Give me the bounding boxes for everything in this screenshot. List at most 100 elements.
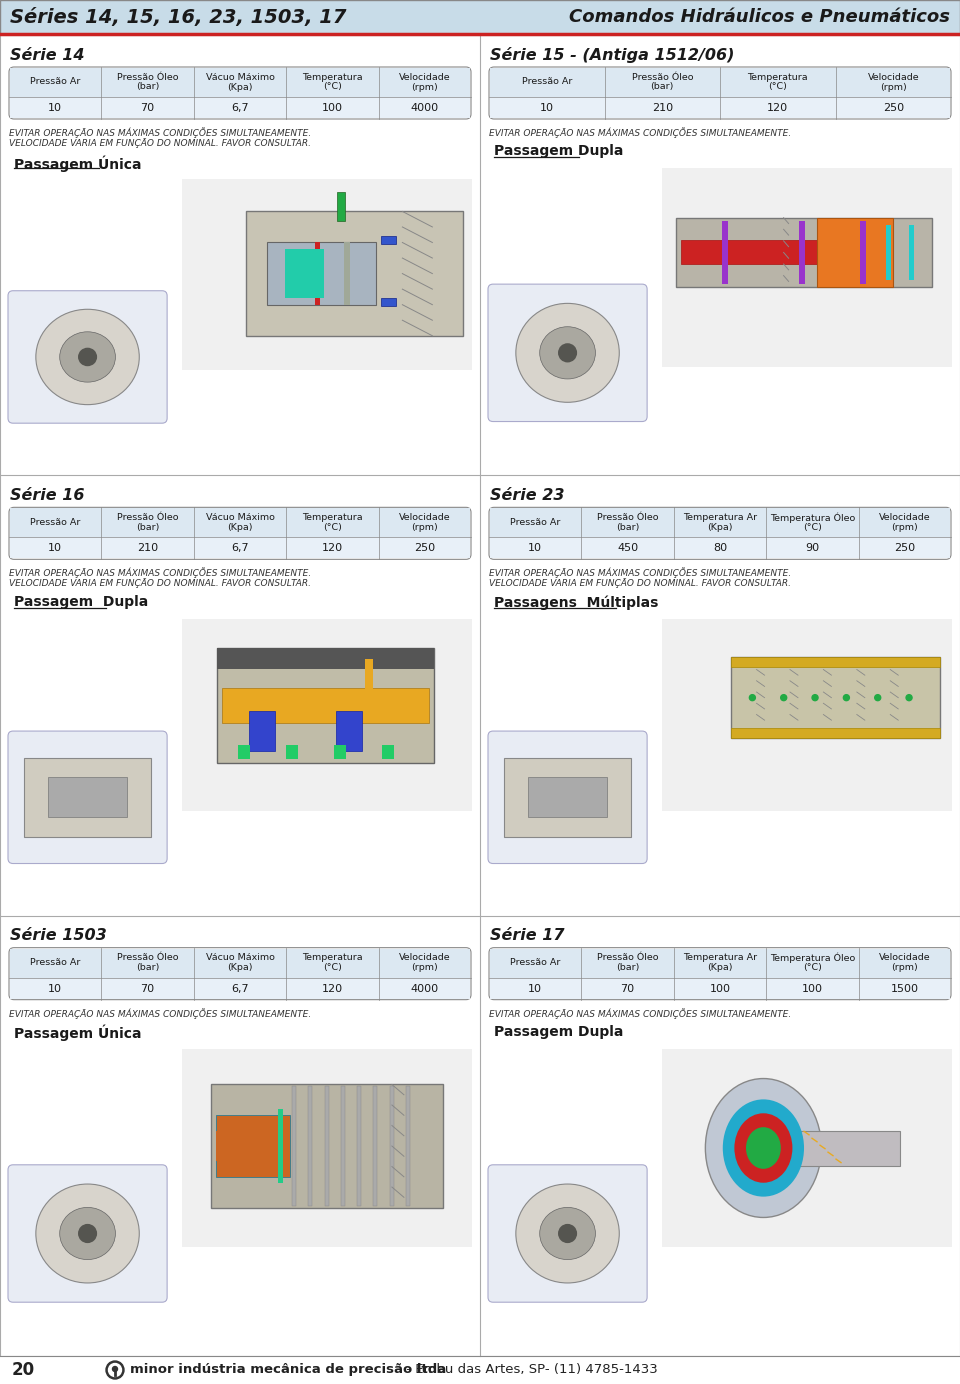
Bar xyxy=(490,97,950,118)
Bar xyxy=(217,648,434,763)
Text: Série 1503: Série 1503 xyxy=(10,929,107,943)
FancyBboxPatch shape xyxy=(9,508,471,559)
Bar xyxy=(181,619,472,811)
Ellipse shape xyxy=(723,1099,804,1197)
Text: minor indústria mecânica de precisão ltda: minor indústria mecânica de precisão ltd… xyxy=(130,1363,446,1377)
Text: - Embu das Artes, SP- (11) 4785-1433: - Embu das Artes, SP- (11) 4785-1433 xyxy=(402,1363,658,1377)
Text: Pressão Ar: Pressão Ar xyxy=(30,78,81,86)
Text: (Kpa): (Kpa) xyxy=(228,963,252,972)
Text: 10: 10 xyxy=(528,544,542,554)
Ellipse shape xyxy=(516,1185,619,1283)
Ellipse shape xyxy=(36,309,139,404)
FancyBboxPatch shape xyxy=(8,291,167,424)
Text: 70: 70 xyxy=(620,984,635,994)
Bar xyxy=(490,68,950,97)
Text: (bar): (bar) xyxy=(651,83,674,91)
Bar xyxy=(909,224,914,280)
Bar xyxy=(268,242,376,304)
FancyBboxPatch shape xyxy=(8,731,167,864)
Text: Velocidade: Velocidade xyxy=(879,513,930,522)
Bar xyxy=(10,68,470,97)
Bar xyxy=(817,217,894,288)
Text: Pressão Óleo: Pressão Óleo xyxy=(117,513,179,522)
Bar xyxy=(286,746,299,760)
Text: Série 23: Série 23 xyxy=(490,487,564,502)
Text: 250: 250 xyxy=(882,102,903,113)
Bar xyxy=(365,659,372,693)
Text: Séries 14, 15, 16, 23, 1503, 17: Séries 14, 15, 16, 23, 1503, 17 xyxy=(10,7,347,26)
Text: 4000: 4000 xyxy=(411,102,439,113)
Text: (rpm): (rpm) xyxy=(880,83,906,91)
Text: 10: 10 xyxy=(48,544,62,554)
Circle shape xyxy=(875,695,880,700)
Bar xyxy=(344,242,349,304)
Bar xyxy=(24,757,152,837)
Text: (rpm): (rpm) xyxy=(412,963,438,972)
Bar xyxy=(380,299,396,306)
Text: Passagens  Múltiplas: Passagens Múltiplas xyxy=(494,595,659,610)
Bar xyxy=(798,1131,900,1167)
Text: EVITAR OPERAÇÃO NAS MÁXIMAS CONDIÇÕES SIMULTANEAMENTE.: EVITAR OPERAÇÃO NAS MÁXIMAS CONDIÇÕES SI… xyxy=(9,567,311,579)
Circle shape xyxy=(106,1360,124,1378)
Text: Temperatura: Temperatura xyxy=(302,513,363,522)
Text: Pressão Ar: Pressão Ar xyxy=(30,958,81,967)
Bar xyxy=(486,919,954,1352)
Bar xyxy=(308,1086,312,1205)
Text: EVITAR OPERAÇÃO NAS MÁXIMAS CONDIÇÕES SIMULTANEAMENTE.: EVITAR OPERAÇÃO NAS MÁXIMAS CONDIÇÕES SI… xyxy=(9,1008,311,1019)
Text: EVITAR OPERAÇÃO NAS MÁXIMAS CONDIÇÕES SIMULTANEAMENTE.: EVITAR OPERAÇÃO NAS MÁXIMAS CONDIÇÕES SI… xyxy=(489,1008,791,1019)
Text: Passagem Dupla: Passagem Dupla xyxy=(494,144,623,158)
Bar xyxy=(337,192,345,221)
Text: 20: 20 xyxy=(12,1360,36,1378)
Bar xyxy=(6,479,474,912)
Text: 90: 90 xyxy=(805,544,820,554)
Circle shape xyxy=(112,1366,117,1372)
Bar xyxy=(250,711,276,752)
Ellipse shape xyxy=(706,1078,822,1218)
Text: (bar): (bar) xyxy=(616,523,639,531)
Bar xyxy=(341,1086,345,1205)
Text: Comandos Hidráulicos e Pneumáticos: Comandos Hidráulicos e Pneumáticos xyxy=(569,8,950,26)
Text: Pressão Óleo: Pressão Óleo xyxy=(117,72,179,82)
Text: VELOCIDADE VARIA EM FUNÇÃO DO NOMINAL. FAVOR CONSULTAR.: VELOCIDADE VARIA EM FUNÇÃO DO NOMINAL. F… xyxy=(489,579,791,588)
Text: 10: 10 xyxy=(540,102,554,113)
Bar xyxy=(216,1131,244,1161)
Text: Pressão Óleo: Pressão Óleo xyxy=(597,954,659,962)
Text: Temperatura Óleo: Temperatura Óleo xyxy=(770,952,855,963)
Bar xyxy=(0,0,960,35)
FancyBboxPatch shape xyxy=(488,1165,647,1302)
Bar xyxy=(380,237,396,245)
Text: (rpm): (rpm) xyxy=(412,523,438,531)
Text: (bar): (bar) xyxy=(136,963,159,972)
Text: 10: 10 xyxy=(48,984,62,994)
Circle shape xyxy=(844,695,850,700)
FancyBboxPatch shape xyxy=(489,948,951,999)
Bar xyxy=(278,1109,283,1183)
Ellipse shape xyxy=(540,1207,595,1259)
Text: Vácuo Máximo: Vácuo Máximo xyxy=(205,513,275,522)
Text: 6,7: 6,7 xyxy=(231,102,249,113)
Text: (rpm): (rpm) xyxy=(892,523,918,531)
Text: (rpm): (rpm) xyxy=(892,963,918,972)
Bar xyxy=(722,221,729,284)
Text: Temperatura Óleo: Temperatura Óleo xyxy=(770,512,855,523)
Bar xyxy=(315,242,321,304)
Bar xyxy=(238,746,251,760)
Text: Velocidade: Velocidade xyxy=(879,954,930,962)
Text: EVITAR OPERAÇÃO NAS MÁXIMAS CONDIÇÕES SIMULTANEAMENTE.: EVITAR OPERAÇÃO NAS MÁXIMAS CONDIÇÕES SI… xyxy=(489,127,791,138)
Bar xyxy=(732,657,941,738)
Text: 10: 10 xyxy=(528,984,542,994)
Bar xyxy=(390,1086,394,1205)
Ellipse shape xyxy=(60,332,115,382)
Bar xyxy=(677,217,932,288)
Bar xyxy=(490,508,950,537)
Ellipse shape xyxy=(36,1185,139,1283)
Text: Temperatura Ar: Temperatura Ar xyxy=(683,513,757,522)
Text: Temperatura Ar: Temperatura Ar xyxy=(683,954,757,962)
FancyBboxPatch shape xyxy=(9,948,471,999)
Text: (Kpa): (Kpa) xyxy=(228,523,252,531)
Text: (°C): (°C) xyxy=(323,523,342,531)
Text: (Kpa): (Kpa) xyxy=(228,83,252,91)
Text: 4000: 4000 xyxy=(411,984,439,994)
Text: Passagem Única: Passagem Única xyxy=(14,155,141,172)
Bar xyxy=(334,746,347,760)
